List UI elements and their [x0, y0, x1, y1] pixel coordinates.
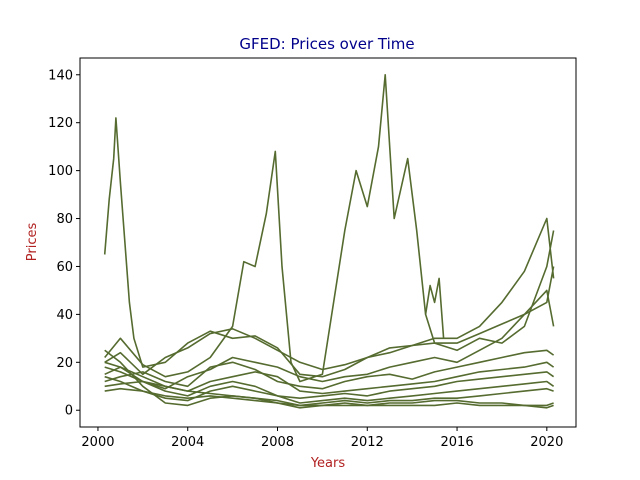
- x-axis-label: Years: [310, 456, 346, 471]
- chart-title: GFED: Prices over Time: [239, 35, 414, 53]
- y-axis: 0 20 40 60 80 100 120 140: [48, 68, 80, 419]
- y-tick-label-120: 120: [48, 116, 73, 131]
- plot-background: [80, 58, 576, 427]
- series-line-4: [104, 289, 555, 390]
- y-tick-label-100: 100: [48, 164, 73, 179]
- x-tick-label-2004: 2004: [171, 435, 204, 450]
- y-tick-label-60: 60: [56, 260, 73, 275]
- series-line-11: [104, 361, 554, 409]
- series-line-8: [104, 366, 555, 404]
- x-tick-label-2000: 2000: [81, 435, 114, 450]
- series-line-10: [104, 375, 554, 409]
- y-tick-label-40: 40: [56, 308, 73, 323]
- series-line-5: [104, 349, 555, 390]
- plot-area: [79, 57, 577, 428]
- y-axis-label: Prices: [25, 223, 40, 262]
- y-tick-label-140: 140: [48, 68, 73, 83]
- y-tick-label-80: 80: [56, 212, 73, 227]
- x-tick-label-2008: 2008: [261, 435, 294, 450]
- series-line-2: [104, 74, 555, 383]
- series-layer: [103, 74, 555, 409]
- x-axis: 2000 2004 2008 2012 2016 2020: [81, 427, 563, 450]
- series-line-7: [104, 371, 555, 402]
- series-line-1: [103, 117, 555, 378]
- x-tick-label-2012: 2012: [351, 435, 384, 450]
- y-tick-label-20: 20: [56, 356, 73, 371]
- x-tick-label-2016: 2016: [441, 435, 474, 450]
- x-tick-label-2020: 2020: [530, 435, 563, 450]
- y-tick-label-0: 0: [65, 404, 73, 419]
- plot-frame: [79, 57, 577, 428]
- series-line-12: [424, 277, 445, 339]
- series-line-3: [104, 217, 555, 376]
- series-line-9: [104, 349, 554, 407]
